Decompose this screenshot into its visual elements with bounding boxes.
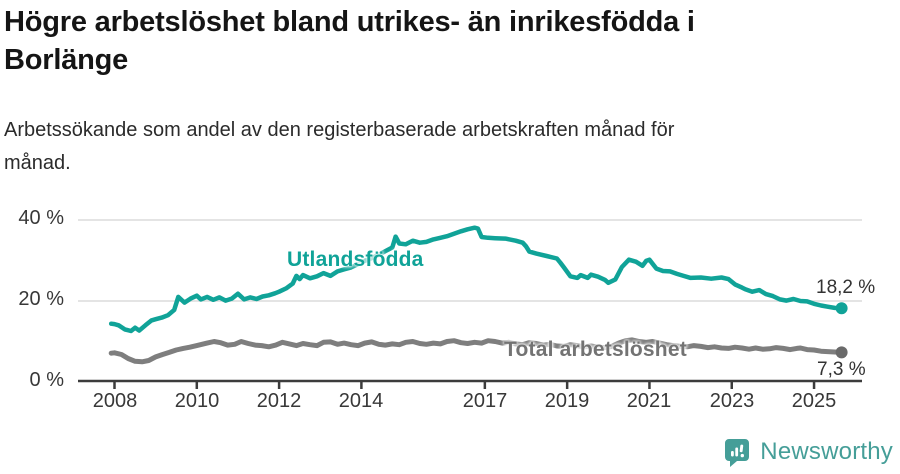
x-tick-label: 2012 bbox=[256, 390, 302, 412]
series-label-utlandsfodda: Utlandsfödda bbox=[287, 248, 424, 271]
x-tick-label: 2014 bbox=[338, 390, 384, 412]
brand-name: Newsworthy bbox=[760, 438, 893, 465]
x-tick-label: 2019 bbox=[544, 390, 590, 412]
logo-exclamation-dot bbox=[740, 453, 745, 458]
y-tick-label: 40 % bbox=[18, 207, 64, 229]
chart-subtitle: Arbetssökande som andel av den registerb… bbox=[4, 119, 675, 174]
series-end-dot-total bbox=[835, 346, 848, 359]
end-value-utlandsfodda: 18,2 % bbox=[816, 277, 876, 298]
logo-exclamation-bar bbox=[739, 444, 744, 453]
end-value-total-arbetsloshet: 7,3 % bbox=[817, 359, 866, 380]
brand-footer: Newsworthy bbox=[723, 437, 893, 467]
series-line-utlandsfodda bbox=[108, 225, 844, 334]
logo-bar-short bbox=[731, 451, 735, 457]
x-tick-label: 2010 bbox=[174, 390, 220, 412]
series-line-total bbox=[108, 337, 845, 365]
y-tick-label: 0 % bbox=[29, 369, 64, 391]
y-tick-label: 20 % bbox=[18, 288, 64, 310]
x-tick-label: 2025 bbox=[791, 390, 837, 412]
x-tick-label: 2017 bbox=[462, 390, 508, 412]
x-tick-label: 2023 bbox=[709, 390, 755, 412]
series-label-total-arbetsloshet: Total arbetslöshet bbox=[504, 338, 687, 361]
logo-bar-tall bbox=[735, 447, 739, 457]
page-title: Högre arbetslöshet bland utrikes- än inr… bbox=[4, 6, 695, 76]
newsworthy-logo-icon bbox=[725, 439, 750, 467]
x-tick-label: 2008 bbox=[92, 390, 138, 412]
series-end-dot-utlandsfodda bbox=[835, 302, 848, 315]
x-tick-label: 2021 bbox=[626, 390, 672, 412]
